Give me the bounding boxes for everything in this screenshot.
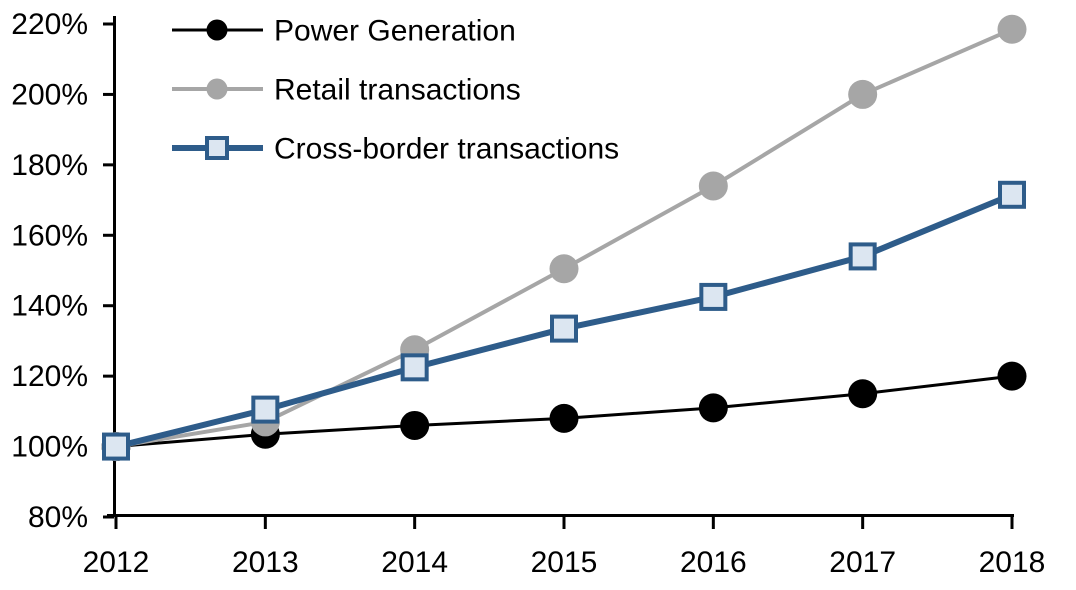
legend-marker-power-generation-circle-icon: [206, 19, 228, 41]
legend-marker-cross-border-transactions-square-icon: [205, 136, 229, 160]
legend-item-power-generation: Power Generation: [172, 15, 516, 48]
y-axis-tick-label: 160%: [11, 219, 88, 252]
y-axis-tick-label: 200%: [11, 78, 88, 111]
data-point-cross-border-transactions-2014: [400, 353, 429, 382]
x-axis-tick-label: 2016: [680, 546, 747, 579]
data-point-power-generation-2018: [997, 361, 1027, 391]
y-axis-tick-label: 180%: [11, 149, 88, 182]
data-point-power-generation-2014: [400, 410, 430, 440]
data-point-cross-border-transactions-2015: [550, 314, 578, 343]
y-axis-tick-label: 220%: [11, 8, 88, 41]
legend-marker-retail-transactions-circle-icon: [206, 78, 228, 100]
y-axis-tick-label: 80%: [28, 501, 88, 534]
legend-label-cross-border-transactions: Cross-border transactions: [274, 133, 619, 166]
x-axis-tick-label: 2018: [979, 546, 1046, 579]
y-axis-tick-label: 100%: [11, 431, 88, 464]
data-point-retail-transactions-2016: [698, 171, 728, 201]
data-point-cross-border-transactions-2017: [848, 242, 877, 271]
legend-label-power-generation: Power Generation: [274, 15, 516, 48]
data-point-cross-border-transactions-2013: [251, 395, 280, 424]
y-axis-tick-label: 120%: [11, 360, 88, 393]
legend-item-retail-transactions: Retail transactions: [172, 74, 521, 107]
x-axis-tick-label: 2013: [232, 546, 299, 579]
data-point-power-generation-2016: [698, 393, 728, 423]
legend-label-retail-transactions: Retail transactions: [274, 74, 521, 107]
x-axis-tick-label: 2014: [381, 546, 448, 579]
x-axis-tick-label: 2015: [531, 546, 598, 579]
data-point-retail-transactions-2018: [997, 14, 1027, 44]
data-point-power-generation-2015: [549, 403, 579, 433]
x-axis-tick-label: 2017: [829, 546, 896, 579]
data-point-cross-border-transactions-2016: [699, 282, 728, 311]
series-line-retail-transactions: [115, 27, 1013, 449]
data-point-retail-transactions-2015: [549, 254, 579, 284]
x-axis-tick-label: 2012: [83, 546, 150, 579]
legend-item-cross-border-transactions: Cross-border transactions: [172, 133, 619, 166]
data-point-cross-border-transactions-2018: [998, 180, 1026, 209]
data-point-retail-transactions-2017: [848, 79, 878, 109]
y-axis-tick-label: 140%: [11, 290, 88, 323]
data-point-cross-border-transactions-2012: [102, 432, 130, 461]
data-point-power-generation-2017: [848, 379, 878, 409]
